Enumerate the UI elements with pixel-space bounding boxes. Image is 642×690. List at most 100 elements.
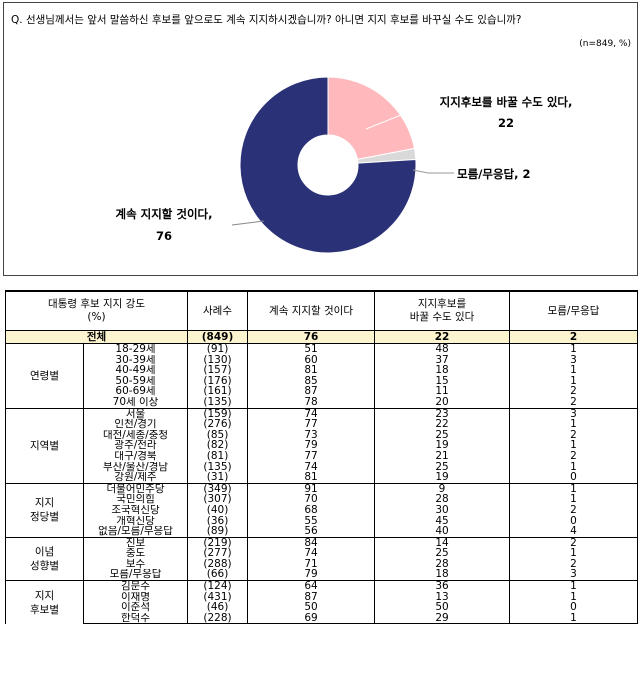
cell-unknown: 1 xyxy=(509,342,639,355)
table-row: 부산/울산/경남 (135) 74 25 1 xyxy=(6,461,639,473)
cell-keep: 55 xyxy=(247,515,376,527)
cell-change: 11 xyxy=(374,386,511,397)
header-keep: 계속 지지할 것이다 xyxy=(247,290,376,331)
table-row: 조국혁신당 (40) 68 30 2 xyxy=(6,504,639,516)
cell-n: (349) xyxy=(187,482,249,495)
cell-keep: 85 xyxy=(247,375,376,387)
cell-label: 김문수 xyxy=(82,580,189,592)
header-unknown: 모름/무응답 xyxy=(509,290,639,331)
cell-change: 45 xyxy=(374,515,511,527)
cell-label: 인천/경기 xyxy=(82,419,189,430)
cell-unknown: 2 xyxy=(509,536,639,549)
table-row: 30-39세 (130) 60 37 3 xyxy=(6,354,639,366)
donut-chart: 지지후보를 바꿀 수도 있다, 22 모름/무응답, 2 계속 지지할 것이다, 76 xyxy=(115,76,572,254)
sample-size-note: (n=849, %) xyxy=(579,39,631,49)
cell-keep: 56 xyxy=(247,526,376,538)
cell-unknown: 1 xyxy=(509,612,639,625)
cell-change: 15 xyxy=(374,375,511,387)
table-row: 40-49세 (157) 81 18 1 xyxy=(6,365,639,376)
header-group-unit: (%) xyxy=(87,311,106,323)
cell-keep: 77 xyxy=(247,419,376,430)
header-group-title: 대통령 후보 지지 강도 xyxy=(48,298,145,310)
header-change-line2: 바꿀 수도 있다 xyxy=(409,311,475,323)
cell-n: (157) xyxy=(187,365,249,376)
group-label: 지지 후보별 xyxy=(5,580,84,624)
cell-change: 18 xyxy=(374,365,511,376)
cell-n: (36) xyxy=(187,515,249,527)
cell-n: (85) xyxy=(187,429,249,441)
cell-keep: 73 xyxy=(247,429,376,441)
cell-label: 국민의힘 xyxy=(82,494,189,505)
cell-keep: 71 xyxy=(247,558,376,570)
cell-change: 18 xyxy=(374,569,511,581)
cell-unknown: 1 xyxy=(509,494,639,505)
cell-label: 없음/모름/무응답 xyxy=(82,526,189,538)
cell-unknown: 0 xyxy=(509,472,639,484)
cell-unknown: 1 xyxy=(509,591,639,603)
cell-change: 37 xyxy=(374,354,511,366)
total-row: 전체 (849) 76 22 2 xyxy=(4,330,639,344)
cell-keep: 84 xyxy=(247,536,376,549)
cell-change: 22 xyxy=(374,419,511,430)
cell-label: 진보 xyxy=(82,536,189,549)
cell-n: (31) xyxy=(187,472,249,484)
cell-n: (288) xyxy=(187,558,249,570)
cell-n: (161) xyxy=(187,386,249,397)
table-row: 개혁신당 (36) 55 45 0 xyxy=(6,515,639,527)
crosstab-table: 대통령 후보 지지 강도 (%) 사례수 계속 지지할 것이다 지지후보를 바꿀… xyxy=(4,290,639,625)
cell-label: 서울 xyxy=(82,407,189,420)
total-n: (849) xyxy=(187,330,249,344)
leader-line-keep xyxy=(231,220,265,226)
table-row: 중도 (277) 74 25 1 xyxy=(6,548,639,559)
cell-unknown: 1 xyxy=(509,365,639,376)
cell-n: (135) xyxy=(187,396,249,409)
cell-n: (66) xyxy=(187,569,249,581)
cell-unknown: 3 xyxy=(509,407,639,420)
table-row: 인천/경기 (276) 77 22 1 xyxy=(6,419,639,430)
cell-change: 23 xyxy=(374,407,511,420)
cell-n: (46) xyxy=(187,602,249,613)
table-row: 60-69세 (161) 87 11 2 xyxy=(6,386,639,397)
cell-change: 28 xyxy=(374,494,511,505)
table-row: 강원/제주 (31) 81 19 0 xyxy=(6,472,639,484)
cell-n: (159) xyxy=(187,407,249,420)
table-row: 70세 이상 (135) 78 20 2 xyxy=(6,396,639,409)
table-row: 없음/모름/무응답 (89) 56 40 4 xyxy=(6,526,639,538)
cell-keep: 87 xyxy=(247,591,376,603)
cell-n: (307) xyxy=(187,494,249,505)
group-label: 지지 정당별 xyxy=(5,482,84,538)
cell-label: 더불어민주당 xyxy=(82,482,189,495)
cell-n: (176) xyxy=(187,375,249,387)
header-n: 사례수 xyxy=(187,290,249,331)
cell-change: 25 xyxy=(374,429,511,441)
table-header-row: 대통령 후보 지지 강도 (%) 사례수 계속 지지할 것이다 지지후보를 바꿀… xyxy=(4,290,639,331)
cell-label: 대구/경북 xyxy=(82,450,189,462)
cell-n: (81) xyxy=(187,450,249,462)
cell-keep: 77 xyxy=(247,450,376,462)
chart-panel: Q. 선생님께서는 앞서 말씀하신 후보를 앞으로도 계속 지지하시겠습니까? … xyxy=(3,2,638,276)
cell-keep: 69 xyxy=(247,612,376,625)
question-text: Q. 선생님께서는 앞서 말씀하신 후보를 앞으로도 계속 지지하시겠습니까? … xyxy=(11,14,522,26)
total-label: 전체 xyxy=(4,330,189,344)
table-row: 대전/세종/충청 (85) 73 25 2 xyxy=(6,429,639,441)
cell-label: 중도 xyxy=(82,548,189,559)
cell-unknown: 1 xyxy=(509,580,639,592)
cell-label: 모름/무응답 xyxy=(82,569,189,581)
cell-keep: 64 xyxy=(247,580,376,592)
cell-unknown: 1 xyxy=(509,548,639,559)
cell-keep: 68 xyxy=(247,504,376,516)
table-row: 모름/무응답 (66) 79 18 3 xyxy=(6,569,639,581)
table-row: 이준석 (46) 50 50 0 xyxy=(6,602,639,613)
cell-label: 보수 xyxy=(82,558,189,570)
cell-keep: 87 xyxy=(247,386,376,397)
cell-change: 9 xyxy=(374,482,511,495)
cell-keep: 81 xyxy=(247,472,376,484)
cell-n: (91) xyxy=(187,342,249,355)
group-label: 이념 성향별 xyxy=(5,536,84,581)
cell-unknown: 3 xyxy=(509,354,639,366)
table-row: 이념 성향별 진보 (219) 84 14 2 xyxy=(5,536,639,581)
cell-label: 개혁신당 xyxy=(82,515,189,527)
header-change-line1: 지지후보를 xyxy=(417,298,467,310)
cell-label: 이재명 xyxy=(82,591,189,603)
cell-unknown: 2 xyxy=(509,450,639,462)
